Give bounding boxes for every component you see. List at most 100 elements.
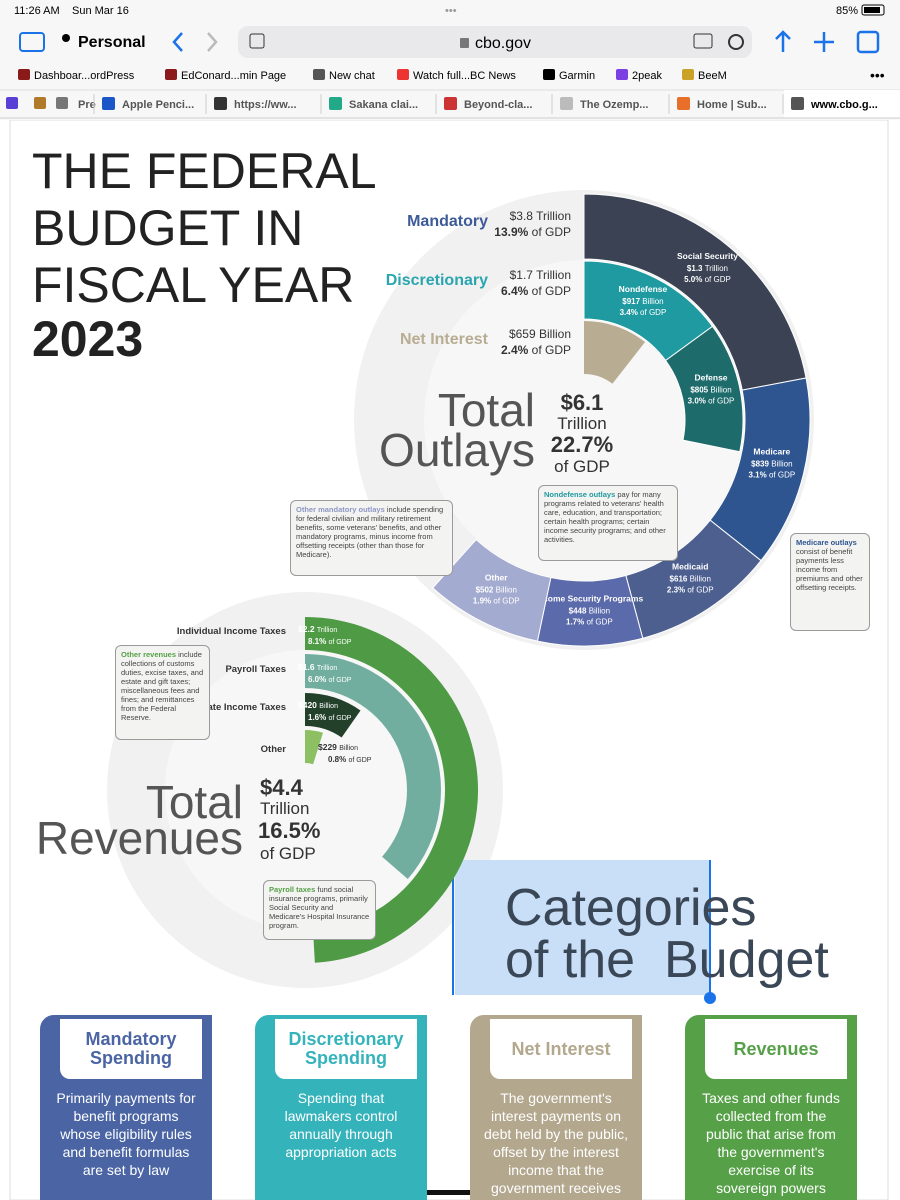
segment-amount: $1.3 Trillion [687, 264, 728, 273]
profile-name[interactable]: Personal [78, 34, 146, 51]
title-line: BUDGET IN [32, 200, 303, 256]
tab[interactable]: The Ozemp... [580, 99, 648, 111]
bookmark[interactable]: New chat [329, 70, 375, 82]
card-title: Discretionary Spending [275, 1019, 417, 1079]
total-share-unit: of GDP [260, 844, 316, 863]
text-part: $229 [318, 742, 339, 752]
bookmark[interactable]: BeeM [698, 70, 727, 82]
share-button[interactable] [775, 30, 791, 52]
tab[interactable]: www.cbo.g... [810, 99, 878, 111]
bookmark-icon [313, 69, 325, 80]
tab[interactable]: Beyond-cla... [464, 99, 532, 111]
text-part: 8.1% [308, 637, 328, 646]
sidebar-button[interactable] [19, 32, 45, 52]
text-part: $2.2 [298, 624, 317, 634]
categories-heading: Categories [505, 879, 756, 937]
tab[interactable]: https://ww... [234, 99, 297, 111]
tab[interactable]: Sakana clai... [349, 99, 418, 111]
text-part: 2.3% [667, 586, 687, 595]
text-part: 3.0% [688, 396, 708, 405]
card-title: Revenues [705, 1019, 847, 1079]
text-part: 6.4% [501, 284, 532, 298]
segment-amount: $420 Billion [298, 700, 338, 710]
total-label: Total [438, 384, 535, 436]
reader-icon[interactable] [249, 33, 265, 49]
text-part: Billion [496, 585, 517, 594]
segment-amount: $502 Billion [476, 585, 517, 594]
note-lead: Other mandatory outlays [296, 505, 385, 514]
text-part: $805 [690, 385, 710, 394]
bookmark[interactable]: Dashboar...ordPress [34, 70, 135, 82]
text-part: Billion [710, 385, 731, 394]
segment-name: Defense [694, 372, 727, 382]
text-part: 1.6% [308, 713, 328, 722]
card-body: Taxes and other funds collected from the… [702, 1090, 840, 1196]
segment-amount: $616 Billion [670, 575, 711, 584]
tab[interactable]: Pre [78, 99, 96, 111]
segment-name: Social Security [677, 251, 738, 261]
note-text: include spending for federal civilian an… [296, 505, 444, 559]
note: Other revenues include collections of cu… [115, 645, 210, 740]
title-line: THE FEDERAL [32, 143, 377, 199]
url[interactable]: cbo.gov [475, 35, 531, 52]
selection-handle[interactable] [704, 992, 716, 1004]
tabs-button[interactable] [856, 30, 880, 54]
bookmark-icon [616, 69, 628, 80]
card-body: Spending that lawmakers control annually… [284, 1090, 398, 1160]
segment-name: Corporate Income Taxes [176, 702, 286, 713]
segment-name: Other [261, 744, 287, 755]
group-amount: $3.8 Trillion [510, 209, 571, 223]
segment-amount: $839 Billion [751, 459, 792, 468]
address-bar[interactable] [238, 26, 752, 58]
battery-icon [861, 4, 885, 16]
text-part: of GDP [532, 284, 571, 298]
text-part: of GDP [532, 225, 571, 239]
segment-name: Medicare [753, 446, 790, 456]
text-part: Trillion [705, 264, 728, 273]
total-label: Total [146, 776, 243, 828]
text-part: 3.4% [620, 308, 640, 317]
extension-icon[interactable] [693, 33, 713, 49]
revenue-segment [305, 617, 478, 963]
tab-icon [102, 97, 115, 110]
text-part: 13.9% [494, 225, 531, 239]
segment-share: 3.4% of GDP [620, 308, 667, 317]
text-part: Billion [319, 703, 338, 710]
note-lead: Payroll taxes [269, 885, 316, 894]
bookmark[interactable]: 2peak [632, 70, 662, 82]
text-part: of GDP [348, 757, 371, 764]
segment-share: 6.0% of GDP [308, 675, 352, 684]
forward-button[interactable] [207, 32, 218, 52]
reload-button[interactable] [728, 34, 744, 50]
back-button[interactable] [172, 32, 183, 52]
outlay-segment [431, 538, 552, 642]
browser-chrome: 11:26 AM Sun Mar 16 ••• 85% Personal cbo… [0, 0, 900, 120]
text-part: 0.8% [328, 755, 348, 764]
more-bookmarks[interactable]: ••• [870, 67, 885, 83]
tab[interactable]: Home | Sub... [697, 99, 767, 111]
bookmark[interactable]: Watch full...BC News [413, 70, 516, 82]
text-part: of GDP [586, 617, 612, 626]
text-part: Billion [642, 297, 663, 306]
note: Payroll taxes fund social insurance prog… [263, 880, 376, 940]
note: Nondefense outlays pay for many programs… [538, 485, 678, 561]
title-line: FISCAL YEAR [32, 257, 354, 313]
outlay-segment [584, 321, 646, 384]
note-text: consist of benefit payments less income … [796, 547, 863, 592]
category-card: Revenues Taxes and other funds collected … [685, 1015, 857, 1200]
bookmark[interactable]: EdConard...min Page [181, 70, 286, 82]
note-text: pay for many programs related to veteran… [544, 490, 666, 544]
text-part: 5.0% [684, 275, 704, 284]
note: Other mandatory outlays include spending… [290, 500, 453, 576]
new-tab-button[interactable] [814, 32, 834, 52]
note-lead: Medicare outlays [796, 538, 857, 547]
segment-share: 2.3% of GDP [667, 586, 714, 595]
tab[interactable]: Apple Penci... [122, 99, 194, 111]
group-share: 2.4% of GDP [501, 343, 571, 357]
text-part: Billion [771, 459, 792, 468]
bookmark[interactable]: Garmin [559, 70, 595, 82]
bookmark-icon [165, 69, 177, 80]
status-time: 11:26 AM [14, 5, 60, 17]
group-share: 13.9% of GDP [494, 225, 571, 239]
category-card: Net Interest The government's interest pa… [470, 1015, 642, 1200]
